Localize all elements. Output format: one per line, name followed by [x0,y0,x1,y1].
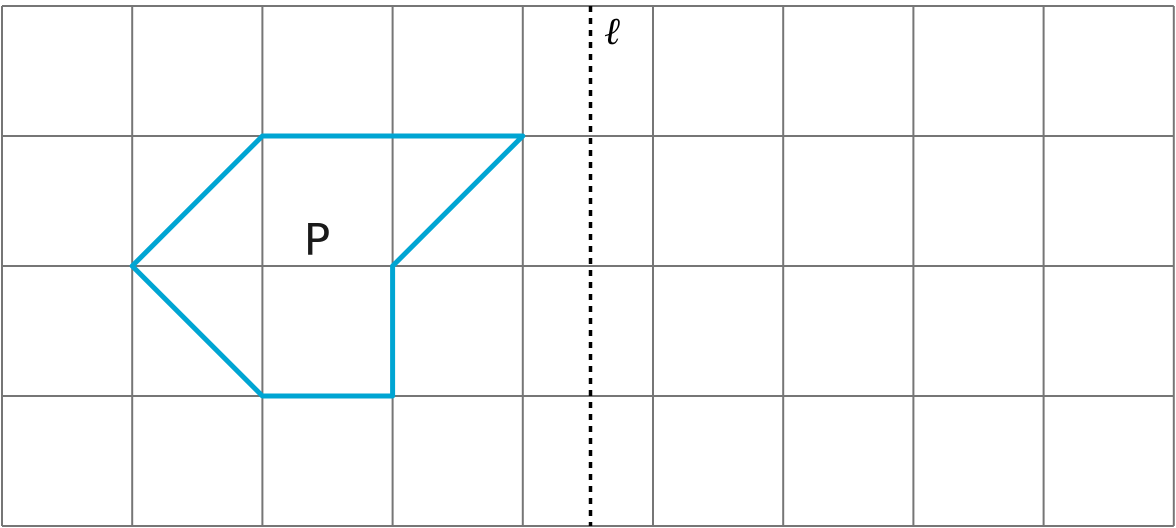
grid [1,5,1175,527]
shape-label: P [304,215,331,266]
reflection-line-label: ℓ [604,9,620,53]
shape-p [129,133,526,399]
